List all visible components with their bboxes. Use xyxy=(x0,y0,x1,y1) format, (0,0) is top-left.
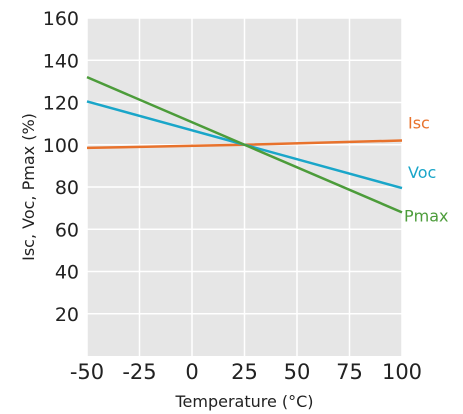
grid-lines xyxy=(86,17,403,356)
series-label-voc: Voc xyxy=(408,163,436,182)
x-tick-label: 75 xyxy=(336,360,363,384)
y-axis-label: Isc, Voc, Pmax (%) xyxy=(19,113,38,261)
y-tick-label: 60 xyxy=(55,219,79,241)
x-axis-label: Temperature (°C) xyxy=(174,392,313,411)
y-tick-label: 20 xyxy=(55,304,79,326)
y-tick-label: 160 xyxy=(43,8,79,30)
series-label-isc: Isc xyxy=(408,114,430,133)
y-tick-label: 100 xyxy=(43,135,79,157)
x-tick-label: -25 xyxy=(122,360,156,384)
x-tick-label: 25 xyxy=(231,360,258,384)
y-tick-labels: 20 40 60 80 100 120 140 160 xyxy=(43,8,79,326)
x-tick-label: -50 xyxy=(70,360,104,384)
x-tick-label: 100 xyxy=(382,360,422,384)
x-tick-labels: -50 -25 0 25 50 75 100 xyxy=(70,360,422,384)
y-tick-label: 40 xyxy=(55,262,79,284)
x-tick-label: 0 xyxy=(185,360,198,384)
series-label-pmax: Pmax xyxy=(404,206,449,225)
series-labels: Isc Voc Pmax xyxy=(404,114,449,226)
x-tick-label: 50 xyxy=(284,360,311,384)
y-tick-label: 80 xyxy=(55,177,79,199)
y-tick-label: 120 xyxy=(43,93,79,115)
series-line-pmax xyxy=(86,76,403,214)
series-lines xyxy=(86,76,403,214)
y-tick-label: 140 xyxy=(43,50,79,72)
